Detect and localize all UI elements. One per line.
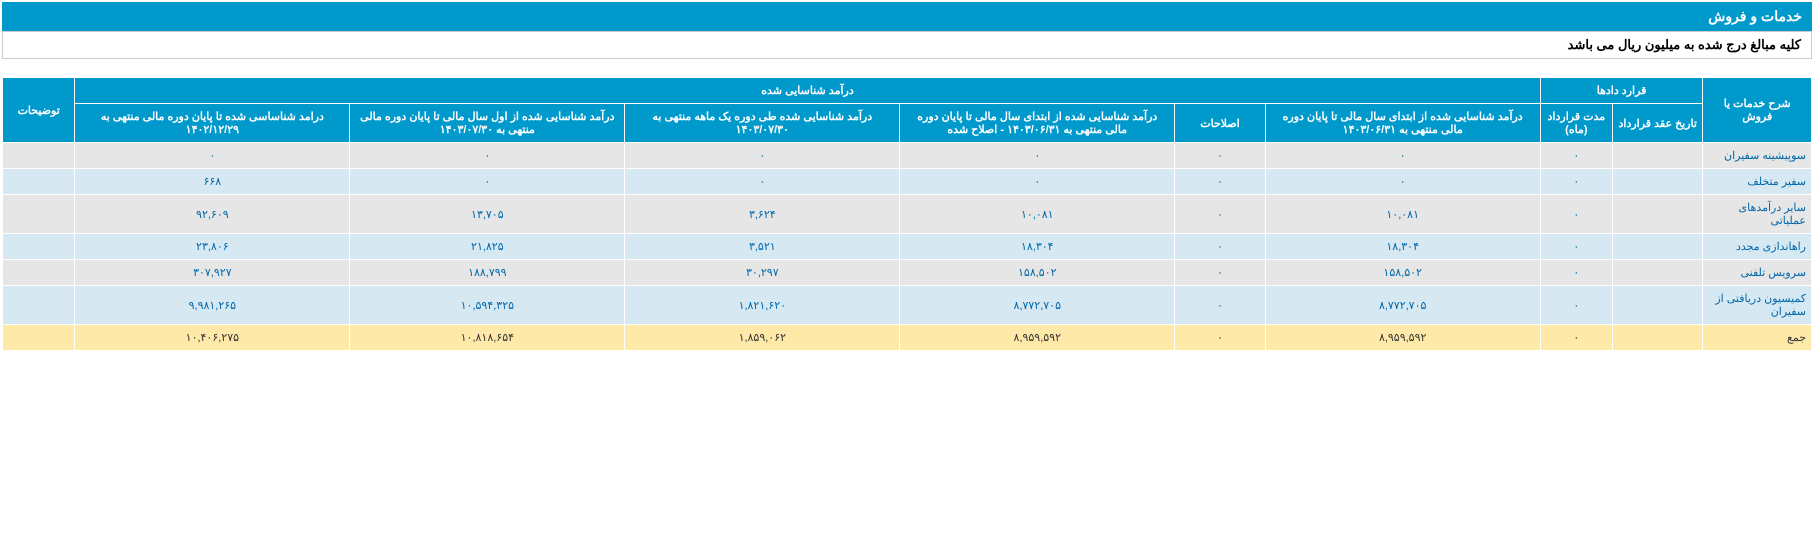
table-cell: ۱۰,۴۰۶,۲۷۵ [75, 325, 350, 351]
th-adjustments: اصلاحات [1175, 104, 1265, 143]
table-cell [3, 195, 75, 234]
financial-table: شرح خدمات یا فروش قرارد دادها درآمد شناس… [2, 77, 1812, 351]
table-cell: ۰ [1175, 195, 1265, 234]
th-inc-one-month: درآمد شناسایی شده طی دوره یک ماهه منتهی … [625, 104, 900, 143]
table-cell [3, 143, 75, 169]
table-cell: ۰ [625, 169, 900, 195]
table-cell: ۱,۸۵۹,۰۶۲ [625, 325, 900, 351]
table-cell [1613, 260, 1703, 286]
th-recognized-income: درآمد شناسایی شده [75, 78, 1540, 104]
th-contract-duration: مدت قرارداد (ماه) [1540, 104, 1612, 143]
table-row: سرویس تلفنی۰۱۵۸,۵۰۲۰۱۵۸,۵۰۲۳۰,۲۹۷۱۸۸,۷۹۹… [3, 260, 1812, 286]
section-title: خدمات و فروش [2, 2, 1812, 31]
table-cell: ۰ [1540, 143, 1612, 169]
table-cell [3, 325, 75, 351]
table-cell: ۰ [350, 169, 625, 195]
table-cell: ۰ [1175, 143, 1265, 169]
table-cell: ۳,۶۲۴ [625, 195, 900, 234]
table-cell [1613, 234, 1703, 260]
table-cell: ۲۳,۸۰۶ [75, 234, 350, 260]
table-row: سفیر متخلف۰۰۰۰۰۰۶۶۸ [3, 169, 1812, 195]
th-contracts: قرارد دادها [1540, 78, 1703, 104]
table-cell: ۱۰,۸۱۸,۶۵۴ [350, 325, 625, 351]
table-cell: ۱۸,۳۰۴ [1265, 234, 1540, 260]
section-subtitle: کلیه مبالغ درج شده به میلیون ریال می باش… [2, 31, 1812, 59]
table-cell: ۰ [1265, 169, 1540, 195]
table-cell: ۰ [1540, 234, 1612, 260]
table-cell: ۰ [1540, 169, 1612, 195]
table-cell [3, 169, 75, 195]
table-cell: ۳۰۷,۹۲۷ [75, 260, 350, 286]
table-cell [1613, 195, 1703, 234]
table-cell: ۱۸,۳۰۴ [900, 234, 1175, 260]
table-cell [1613, 169, 1703, 195]
table-cell: سوپیشینه سفیران [1703, 143, 1812, 169]
table-cell: ۲۱,۸۲۵ [350, 234, 625, 260]
table-cell: ۰ [1175, 286, 1265, 325]
table-body: سوپیشینه سفیران۰۰۰۰۰۰۰سفیر متخلف۰۰۰۰۰۰۶۶… [3, 143, 1812, 351]
table-cell: ۶۶۸ [75, 169, 350, 195]
table-cell: ۳۰,۲۹۷ [625, 260, 900, 286]
table-cell: ۰ [1540, 325, 1612, 351]
th-notes: توضیحات [3, 78, 75, 143]
table-cell: ۱۵۸,۵۰۲ [900, 260, 1175, 286]
table-cell: ۰ [75, 143, 350, 169]
table-cell: ۱,۸۲۱,۶۲۰ [625, 286, 900, 325]
th-inc-0631: درآمد شناسایی شده از ابتدای سال مالی تا … [1265, 104, 1540, 143]
table-cell: ۸,۹۵۹,۵۹۲ [900, 325, 1175, 351]
table-cell: سایر درآمدهای عملیاتی [1703, 195, 1812, 234]
th-inc-0730: درآمد شناسایی شده از اول سال مالی تا پای… [350, 104, 625, 143]
table-cell: ۸,۹۵۹,۵۹۲ [1265, 325, 1540, 351]
table-cell: ۸,۷۷۲,۷۰۵ [1265, 286, 1540, 325]
table-cell: ۰ [350, 143, 625, 169]
table-cell: ۰ [900, 169, 1175, 195]
table-row: راهاندازی مجدد۰۱۸,۳۰۴۰۱۸,۳۰۴۳,۵۲۱۲۱,۸۲۵۲… [3, 234, 1812, 260]
table-cell [3, 286, 75, 325]
th-service: شرح خدمات یا فروش [1703, 78, 1812, 143]
table-cell [1613, 286, 1703, 325]
table-cell: ۱۰,۰۸۱ [1265, 195, 1540, 234]
table-row: سوپیشینه سفیران۰۰۰۰۰۰۰ [3, 143, 1812, 169]
table-cell: ۰ [1175, 325, 1265, 351]
th-inc-1229: درامد شناساسی شده تا پایان دوره مالی منت… [75, 104, 350, 143]
table-cell: ۹,۹۸۱,۲۶۵ [75, 286, 350, 325]
table-cell [3, 260, 75, 286]
table-cell: ۱۵۸,۵۰۲ [1265, 260, 1540, 286]
table-cell: ۰ [1540, 260, 1612, 286]
table-cell: ۹۲,۶۰۹ [75, 195, 350, 234]
table-cell: ۰ [1540, 195, 1612, 234]
table-cell: ۱۸۸,۷۹۹ [350, 260, 625, 286]
th-inc-adjusted: درآمد شناسایی شده از ابتدای سال مالی تا … [900, 104, 1175, 143]
table-cell: ۱۰,۰۸۱ [900, 195, 1175, 234]
table-cell [3, 234, 75, 260]
table-cell: ۰ [1175, 234, 1265, 260]
table-cell: ۸,۷۷۲,۷۰۵ [900, 286, 1175, 325]
table-cell: ۱۰,۵۹۴,۳۲۵ [350, 286, 625, 325]
table-row: جمع۰۸,۹۵۹,۵۹۲۰۸,۹۵۹,۵۹۲۱,۸۵۹,۰۶۲۱۰,۸۱۸,۶… [3, 325, 1812, 351]
table-cell: کمیسیون دریافتی از سفیران [1703, 286, 1812, 325]
table-cell [1613, 325, 1703, 351]
table-cell: ۳,۵۲۱ [625, 234, 900, 260]
table-cell: ۰ [900, 143, 1175, 169]
table-cell: سفیر متخلف [1703, 169, 1812, 195]
table-cell: ۰ [1540, 286, 1612, 325]
table-cell: ۱۳,۷۰۵ [350, 195, 625, 234]
th-contract-date: تاریخ عقد قرارداد [1613, 104, 1703, 143]
table-cell: راهاندازی مجدد [1703, 234, 1812, 260]
table-cell: ۰ [1175, 169, 1265, 195]
table-cell [1613, 143, 1703, 169]
table-row: کمیسیون دریافتی از سفیران۰۸,۷۷۲,۷۰۵۰۸,۷۷… [3, 286, 1812, 325]
table-cell: ۰ [1265, 143, 1540, 169]
table-cell: سرویس تلفنی [1703, 260, 1812, 286]
table-row: سایر درآمدهای عملیاتی۰۱۰,۰۸۱۰۱۰,۰۸۱۳,۶۲۴… [3, 195, 1812, 234]
table-cell: ۰ [1175, 260, 1265, 286]
table-cell: جمع [1703, 325, 1812, 351]
table-cell: ۰ [625, 143, 900, 169]
